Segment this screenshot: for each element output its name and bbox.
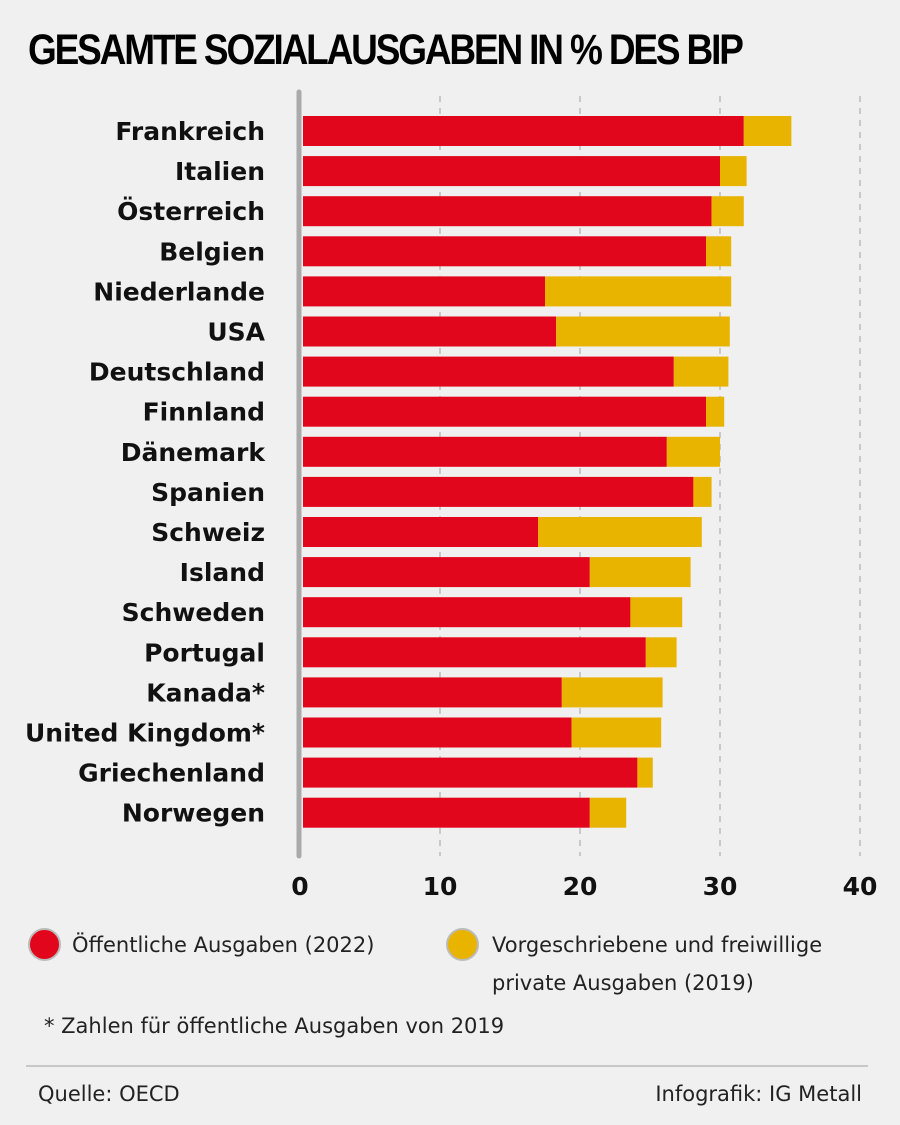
category-label: Norwegen bbox=[122, 799, 265, 828]
bar-public bbox=[303, 156, 720, 187]
category-label: United Kingdom* bbox=[25, 719, 265, 748]
category-label: Portugal bbox=[144, 638, 265, 667]
bar-private bbox=[673, 356, 729, 387]
category-label: Island bbox=[180, 558, 265, 587]
bar-private bbox=[589, 797, 627, 828]
bar-chart: Frankreich Italien Österreich Belgien Nieder… bbox=[25, 89, 877, 901]
category-label: Schweden bbox=[122, 598, 265, 627]
bar-private bbox=[538, 517, 702, 547]
bar-public bbox=[303, 476, 694, 507]
bar-private bbox=[561, 677, 663, 708]
bar-private bbox=[706, 396, 725, 427]
bar-private bbox=[589, 557, 691, 588]
bar-public bbox=[303, 717, 572, 748]
source-note: Quelle: OECD bbox=[38, 1082, 180, 1106]
bar-private bbox=[743, 116, 792, 146]
chart-title: GESAMTE SOZIALAUSGABEN IN % DES BIP bbox=[28, 26, 744, 74]
bar-private bbox=[720, 156, 747, 187]
category-labels: Frankreich Italien Österreich Belgien Nieder… bbox=[25, 117, 266, 828]
bar-public bbox=[303, 757, 638, 788]
x-tick-label: 0 bbox=[291, 872, 308, 901]
x-tick-labels: 0 10 20 30 40 bbox=[291, 872, 877, 901]
x-tick-label: 10 bbox=[423, 872, 458, 901]
divider bbox=[26, 1065, 868, 1067]
bar-public bbox=[303, 316, 557, 347]
credit-note: Infografik: IG Metall bbox=[655, 1082, 862, 1106]
bar-private bbox=[693, 476, 712, 507]
category-label: Dänemark bbox=[121, 438, 267, 467]
x-tick-label: 30 bbox=[703, 872, 738, 901]
category-label: Finnland bbox=[143, 398, 265, 427]
bar-private bbox=[711, 196, 744, 227]
bar-private bbox=[706, 236, 732, 267]
bar-public bbox=[303, 276, 545, 307]
bar-private bbox=[666, 436, 720, 467]
bar-public bbox=[303, 637, 646, 668]
x-tick-label: 20 bbox=[563, 872, 598, 901]
category-label: Österreich bbox=[117, 196, 265, 226]
bar-public bbox=[303, 436, 667, 467]
category-label: Griechenland bbox=[78, 759, 265, 788]
bar-public bbox=[303, 236, 706, 267]
bar-public bbox=[303, 196, 712, 227]
category-label: Frankreich bbox=[115, 117, 265, 146]
bar-private bbox=[571, 717, 662, 748]
bar-public bbox=[303, 116, 744, 146]
bar-public bbox=[303, 396, 706, 427]
bar-private bbox=[545, 276, 732, 307]
yellow-dot-icon bbox=[446, 928, 479, 961]
legend-label-public: Öffentliche Ausgaben (2022) bbox=[72, 933, 375, 957]
bars bbox=[303, 116, 792, 828]
category-label: Niederlande bbox=[93, 277, 265, 306]
legend-label-private-line2: private Ausgaben (2019) bbox=[492, 971, 754, 995]
bar-public bbox=[303, 557, 590, 588]
bar-public bbox=[303, 356, 674, 387]
legend-label-private-line1: Vorgeschriebene und freiwillige bbox=[492, 933, 823, 957]
category-label: Italien bbox=[175, 157, 265, 186]
bar-private bbox=[630, 597, 683, 628]
bar-public bbox=[303, 517, 538, 547]
category-label: Schweiz bbox=[151, 518, 265, 547]
category-label: Spanien bbox=[151, 478, 265, 507]
category-label: USA bbox=[207, 318, 265, 347]
bar-private bbox=[645, 637, 677, 668]
x-tick-label: 40 bbox=[843, 872, 878, 901]
category-label: Belgien bbox=[159, 237, 265, 266]
bar-public bbox=[303, 677, 562, 708]
footnote: * Zahlen für öffentliche Ausgaben von 20… bbox=[44, 1014, 505, 1038]
bar-private bbox=[556, 316, 730, 347]
category-label: Kanada* bbox=[146, 678, 265, 707]
bar-private bbox=[637, 757, 653, 788]
red-dot-icon bbox=[28, 928, 61, 961]
bar-public bbox=[303, 797, 590, 828]
category-label: Deutschland bbox=[89, 358, 265, 387]
bar-public bbox=[303, 597, 631, 628]
